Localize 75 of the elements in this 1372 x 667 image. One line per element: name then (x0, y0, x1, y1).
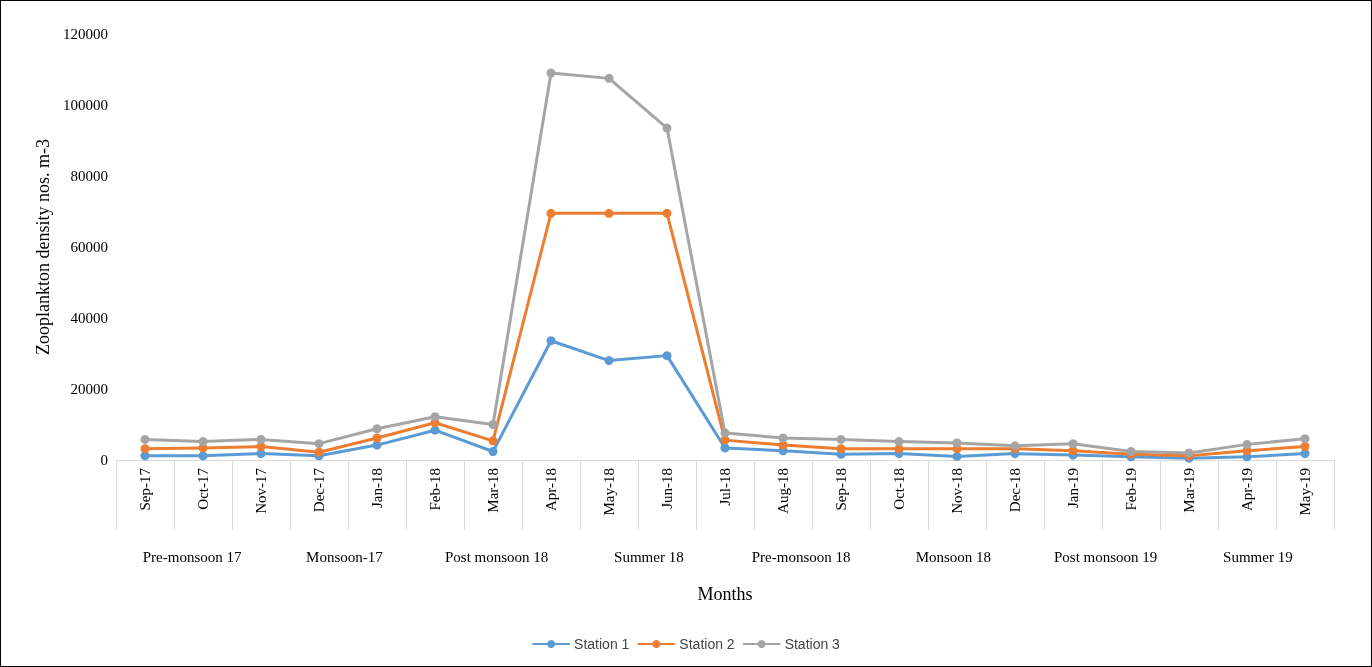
x-tick-label: Dec-18 (1007, 468, 1023, 513)
x-tick-label: May-18 (601, 468, 617, 516)
point (604, 356, 614, 366)
point (430, 425, 440, 435)
point (662, 208, 672, 218)
text: Monsoon 18 (915, 549, 992, 565)
point (198, 451, 208, 461)
text: Monsoon-17 (306, 549, 384, 565)
x-tick-label: Jan-19 (1065, 468, 1081, 508)
x-tick-label: Sep-17 (137, 467, 153, 511)
y-tick-label: 0 (100, 452, 108, 468)
point (604, 73, 614, 83)
text: Post monsoon 19 (1053, 549, 1158, 565)
x-tick-label: Aug-18 (775, 468, 791, 514)
x-tick-label: Feb-18 (427, 468, 443, 511)
point (488, 436, 498, 446)
y-axis-title: Zooplankton density nos. m-3 (33, 139, 54, 355)
point (1300, 434, 1310, 444)
y-tick-label: 40000 (70, 310, 108, 326)
text: Pre-monsoon 18 (751, 549, 851, 565)
x-tick-label: Dec-17 (311, 467, 327, 513)
x-tick-label: Apr-18 (543, 468, 559, 512)
point (836, 444, 846, 454)
text: Summer 18 (614, 549, 684, 565)
point (372, 433, 382, 443)
x-tick-label: Mar-18 (485, 468, 501, 513)
point (546, 208, 556, 218)
x-tick-label: Oct-18 (891, 468, 907, 510)
point (314, 439, 324, 449)
y-tick-label: 100000 (63, 97, 108, 113)
point (488, 420, 498, 429)
text: Post monsoon 18 (444, 549, 549, 565)
point (662, 123, 672, 133)
point (952, 438, 962, 448)
point (836, 434, 846, 444)
point (1068, 439, 1078, 449)
x-tick-label: Nov-18 (949, 468, 965, 514)
point (372, 424, 382, 434)
text: Pre-monsoon 17 (142, 549, 242, 565)
point (256, 434, 266, 444)
legend-label: Station 1 (574, 636, 630, 652)
legend-label: Station 2 (679, 636, 735, 652)
point (720, 443, 730, 453)
x-tick-label: Sep-18 (833, 468, 849, 511)
point (140, 434, 150, 444)
point (546, 68, 556, 78)
point (546, 336, 556, 346)
y-tick-label: 60000 (70, 239, 108, 255)
y-tick-label: 80000 (70, 168, 108, 184)
point (1242, 439, 1252, 449)
x-tick-label: Jun-18 (659, 468, 675, 509)
point (662, 351, 672, 361)
x-tick-label: Nov-17 (253, 467, 269, 514)
x-tick-label: May-19 (1297, 468, 1313, 516)
point (140, 444, 150, 454)
point (894, 437, 904, 447)
point (488, 446, 498, 456)
point (720, 428, 730, 438)
point (604, 208, 614, 218)
point (430, 412, 440, 422)
y-tick-label: 120000 (63, 26, 108, 42)
x-tick-label: Apr-19 (1239, 468, 1255, 512)
point (1300, 442, 1310, 452)
legend-label: Station 3 (784, 636, 841, 652)
text: Summer 19 (1223, 549, 1293, 565)
x-tick-label: Jul-18 (717, 468, 733, 506)
y-tick-label: 20000 (70, 381, 108, 397)
x-tick-label: Jan-18 (369, 468, 385, 508)
x-axis-title: Months (697, 584, 753, 604)
x-tick-label: Mar-19 (1181, 468, 1197, 513)
x-tick-label: Feb-19 (1123, 468, 1139, 511)
point (198, 437, 208, 447)
point (778, 433, 788, 443)
point (314, 447, 324, 457)
x-tick-label: Oct-17 (195, 467, 211, 510)
